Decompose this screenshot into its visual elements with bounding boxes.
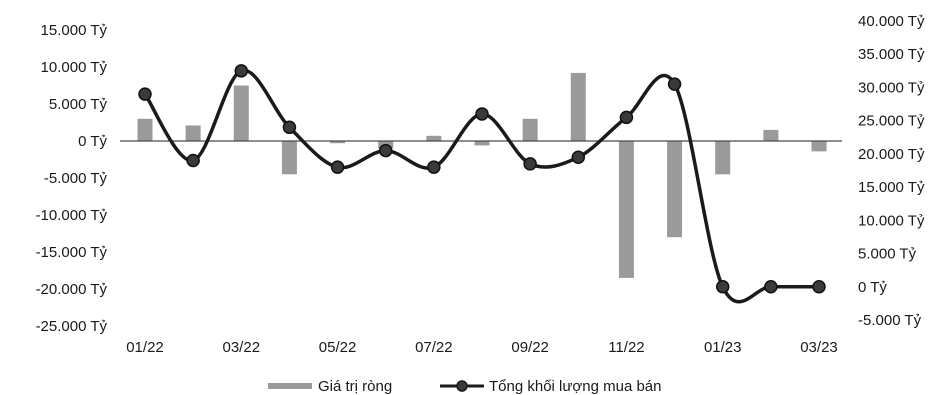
right-tick-label: 25.000 Tỷ — [858, 113, 925, 130]
right-tick-label: 40.000 Tỷ — [858, 13, 925, 30]
bar-03-22 — [233, 85, 249, 141]
bar-01-22 — [137, 118, 153, 141]
right-tick-label: 15.000 Tỷ — [858, 179, 925, 196]
x-tick-label: 01/22 — [126, 339, 164, 356]
right-tick-label: 0 Tỷ — [858, 279, 887, 296]
bar-05-22 — [330, 141, 346, 144]
legend: Giá trị ròng Tổng khối lượng mua bán — [268, 378, 661, 395]
bar-08-22 — [474, 141, 490, 146]
line-point-07-22 — [427, 160, 441, 174]
bar-09-22 — [522, 118, 538, 141]
line-point-01-23 — [715, 280, 730, 294]
line-point-04-22 — [282, 120, 297, 135]
x-tick-label: 03/23 — [800, 339, 838, 356]
x-axis-ticks: 01/22 03/22 05/22 07/22 09/22 11/22 01/23 03/23 — [126, 339, 838, 356]
line-point-05-22 — [330, 160, 345, 174]
bar-01-23 — [715, 141, 731, 175]
x-tick-label: 01/23 — [704, 339, 742, 356]
right-tick-label: 35.000 Tỷ — [858, 46, 925, 63]
left-tick-label: 5.000 Tỷ — [49, 96, 108, 113]
legend-label-bar: Giá trị ròng — [318, 378, 392, 395]
bar-10-22 — [570, 72, 586, 141]
left-tick-label: 15.000 Tỷ — [41, 22, 108, 39]
right-axis-ticks: 40.000 Tỷ 35.000 Tỷ 30.000 Tỷ 25.000 Tỷ 20.0… — [858, 13, 925, 329]
line-point-09-22 — [523, 157, 537, 171]
x-tick-label: 09/22 — [511, 339, 549, 356]
line-point-12-22 — [667, 77, 682, 91]
bar-11-22 — [618, 141, 634, 278]
bar-02-22 — [185, 125, 201, 141]
line-point-01-22 — [138, 87, 152, 101]
bar-12-22 — [667, 141, 683, 238]
left-tick-label: 0 Tỷ — [78, 133, 107, 150]
line-point-06-22 — [378, 143, 393, 158]
right-tick-label: 10.000 Tỷ — [858, 212, 925, 229]
right-tick-label: 20.000 Tỷ — [858, 146, 925, 163]
left-tick-label: -15.000 Tỷ — [36, 244, 108, 261]
x-tick-label: 05/22 — [319, 339, 357, 356]
bar-03-23 — [811, 141, 827, 152]
legend-line-marker — [456, 380, 468, 392]
line-point-08-22 — [475, 107, 489, 121]
left-tick-label: 10.000 Tỷ — [41, 59, 108, 76]
legend-label-line: Tổng khối lượng mua bán — [489, 378, 661, 395]
line-series — [138, 64, 826, 304]
x-tick-label: 07/22 — [415, 339, 453, 356]
right-tick-label: 5.000 Tỷ — [858, 246, 917, 263]
x-tick-label: 03/22 — [223, 339, 261, 356]
left-axis-ticks: 15.000 Tỷ 10.000 Tỷ 5.000 Tỷ 0 Tỷ -5.000 Tỷ -… — [36, 22, 108, 335]
line-point-11-22 — [619, 110, 634, 125]
left-tick-label: -10.000 Tỷ — [36, 207, 108, 224]
legend-bar-swatch — [268, 383, 312, 389]
bar-02-23 — [763, 129, 779, 141]
bar-07-22 — [426, 135, 442, 141]
right-tick-label: -5.000 Tỷ — [858, 312, 922, 329]
bar-series — [137, 72, 827, 278]
right-tick-label: 30.000 Tỷ — [858, 79, 925, 96]
x-tick-label: 11/22 — [608, 339, 644, 356]
left-tick-label: -20.000 Tỷ — [36, 281, 108, 298]
bar-04-22 — [281, 141, 297, 175]
left-tick-label: -25.000 Tỷ — [36, 318, 108, 335]
line-point-10-22 — [571, 150, 586, 164]
line-point-03-22 — [234, 64, 249, 78]
line-point-02-23 — [764, 280, 778, 294]
left-tick-label: -5.000 Tỷ — [44, 170, 108, 187]
line-point-02-22 — [186, 153, 200, 168]
line-point-03-23 — [812, 280, 826, 294]
